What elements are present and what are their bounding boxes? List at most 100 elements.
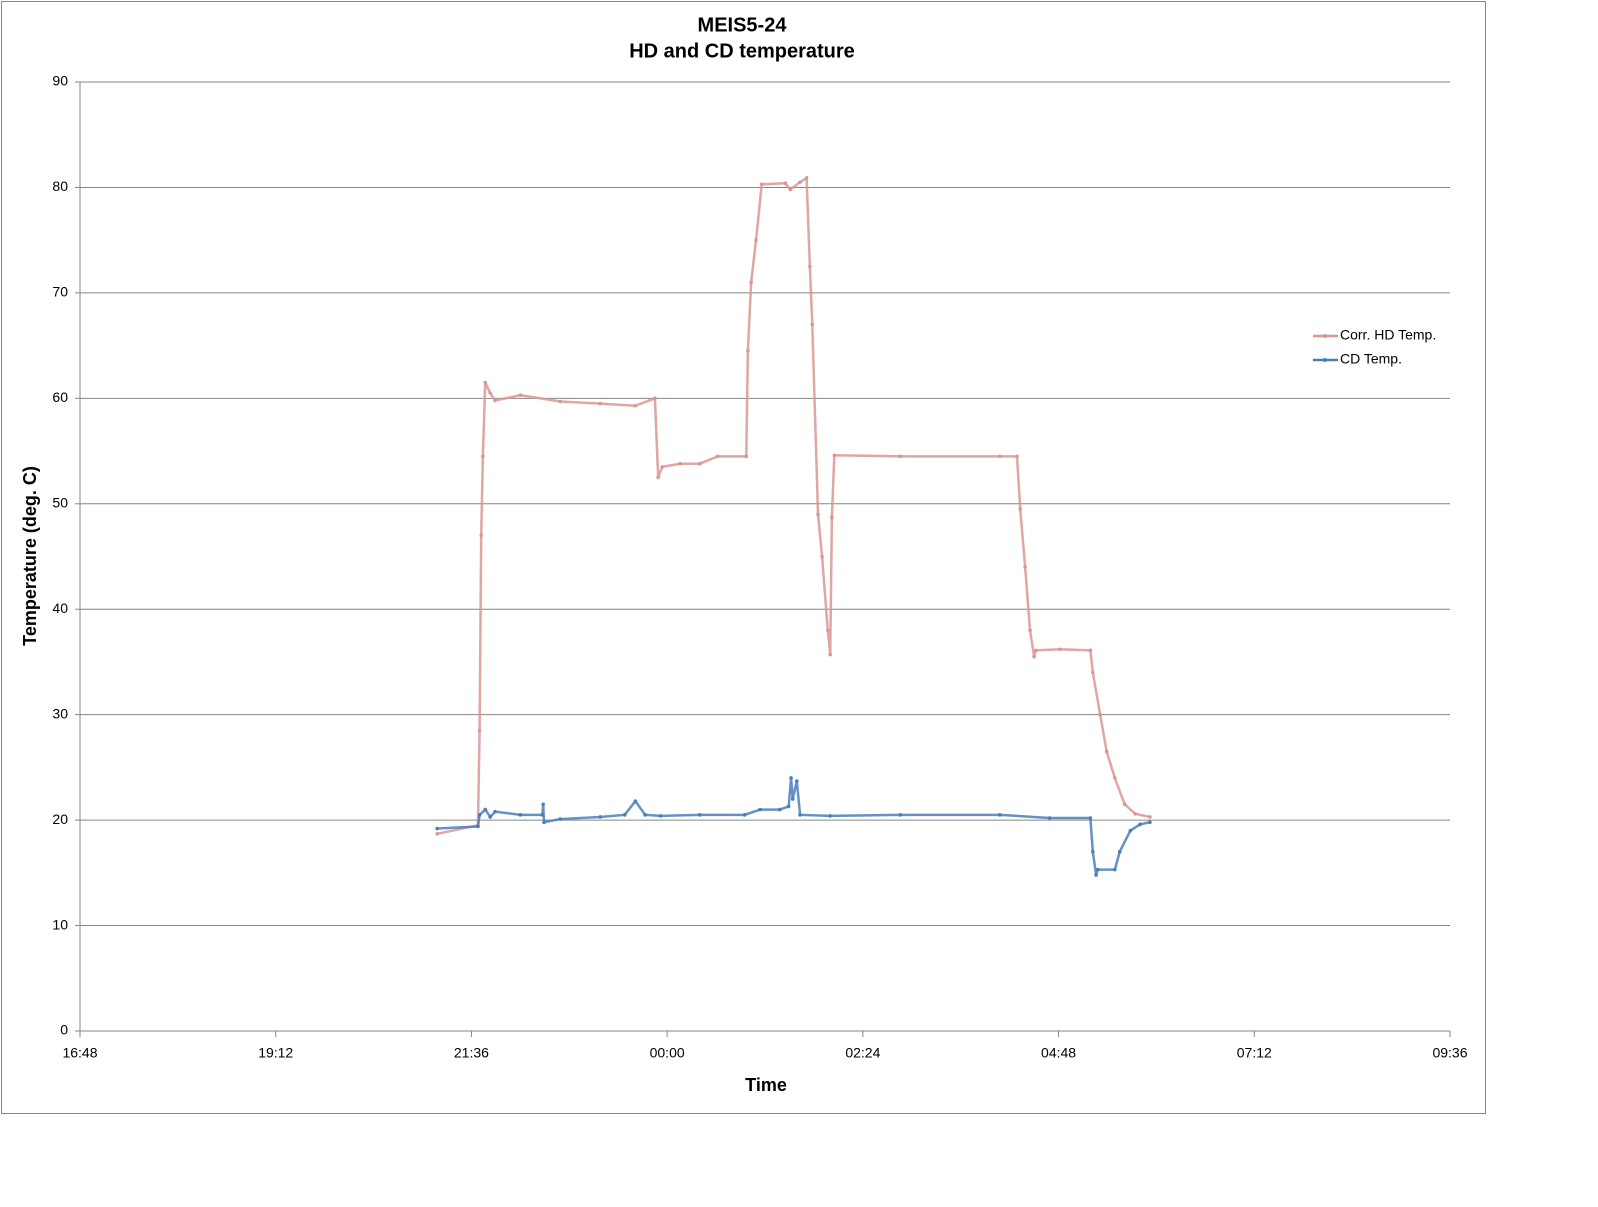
legend-marker <box>1323 334 1327 338</box>
data-point <box>697 813 702 817</box>
y-tick-label: 30 <box>52 705 68 721</box>
data-point <box>483 380 488 385</box>
data-point <box>795 779 799 783</box>
chart-subtitle: HD and CD temperature <box>629 40 855 62</box>
data-point <box>816 512 820 517</box>
y-tick-label: 80 <box>52 178 68 194</box>
data-point <box>1023 565 1027 569</box>
series-line <box>436 175 1151 836</box>
data-point <box>1122 802 1127 807</box>
data-point <box>493 398 497 403</box>
data-point <box>998 813 1002 817</box>
data-point <box>1088 816 1093 820</box>
chart-border <box>1 1 1486 1114</box>
data-point <box>656 475 660 480</box>
data-point <box>1113 867 1117 872</box>
data-point <box>643 813 647 817</box>
x-tick-label: 04:48 <box>1041 1045 1076 1061</box>
data-point <box>435 832 439 836</box>
data-point <box>825 628 830 633</box>
data-point <box>744 454 749 459</box>
data-point <box>622 813 627 817</box>
data-point <box>1113 776 1117 780</box>
data-point <box>633 403 638 408</box>
data-point <box>477 813 482 817</box>
data-point <box>898 454 903 459</box>
x-tick-label: 16:48 <box>62 1045 97 1061</box>
chart-title: MEIS5-24 <box>698 14 788 36</box>
data-point <box>820 554 824 559</box>
data-point <box>1091 670 1095 675</box>
data-point <box>828 652 833 657</box>
data-point <box>759 182 764 187</box>
data-point <box>898 813 903 817</box>
data-point <box>828 814 833 818</box>
data-point <box>798 813 802 817</box>
data-point <box>998 454 1002 459</box>
y-tick-label: 50 <box>52 494 68 510</box>
data-point <box>479 533 484 538</box>
x-tick-label: 02:24 <box>845 1045 880 1061</box>
y-tick-label: 10 <box>52 916 68 932</box>
data-point <box>1032 654 1036 659</box>
data-point <box>488 815 492 819</box>
data-point <box>1015 454 1019 459</box>
data-point <box>1028 628 1032 633</box>
data-point <box>1133 811 1138 816</box>
data-point <box>697 461 702 466</box>
data-point <box>658 814 663 818</box>
data-point <box>1088 648 1093 653</box>
data-point <box>789 776 793 780</box>
data-point <box>653 396 657 401</box>
data-point <box>1018 507 1023 511</box>
data-point <box>518 813 523 817</box>
data-point <box>1117 849 1122 854</box>
data-point <box>804 176 809 180</box>
data-point <box>558 817 563 821</box>
data-point <box>746 349 750 353</box>
data-point <box>477 728 482 733</box>
data-point <box>558 399 563 404</box>
data-point <box>493 809 497 814</box>
data-point <box>1047 816 1052 820</box>
data-point <box>742 813 747 817</box>
data-point <box>540 813 545 817</box>
data-point <box>660 465 665 469</box>
data-point <box>598 815 603 819</box>
x-tick-label: 19:12 <box>258 1045 293 1061</box>
data-point <box>542 820 546 825</box>
data-point <box>1098 712 1102 717</box>
data-point <box>1091 849 1095 854</box>
data-point <box>481 454 485 459</box>
data-point <box>633 799 638 803</box>
legend-label: CD Temp. <box>1340 351 1402 367</box>
x-tick-label: 21:36 <box>454 1045 489 1061</box>
y-tick-label: 60 <box>52 389 68 405</box>
data-point <box>541 802 545 807</box>
data-point <box>483 807 488 812</box>
x-axis-label: Time <box>745 1075 787 1095</box>
data-point <box>786 804 791 809</box>
data-point <box>1094 873 1098 877</box>
data-point <box>810 322 815 327</box>
y-tick-label: 0 <box>60 1022 68 1038</box>
data-point <box>783 181 788 186</box>
data-point <box>830 515 834 520</box>
y-tick-label: 90 <box>52 73 68 89</box>
y-tick-label: 20 <box>52 811 68 827</box>
x-tick-label: 00:00 <box>650 1045 685 1061</box>
data-point <box>476 824 480 829</box>
y-tick-label: 70 <box>52 284 68 300</box>
data-point <box>1138 822 1142 827</box>
legend-marker <box>1323 358 1327 362</box>
data-point <box>788 187 793 192</box>
data-point <box>798 180 802 184</box>
x-tick-label: 09:36 <box>1432 1045 1467 1061</box>
data-point <box>715 454 720 459</box>
data-point <box>808 264 812 269</box>
data-point <box>1033 648 1038 653</box>
data-point <box>598 401 603 406</box>
data-point <box>678 461 682 466</box>
